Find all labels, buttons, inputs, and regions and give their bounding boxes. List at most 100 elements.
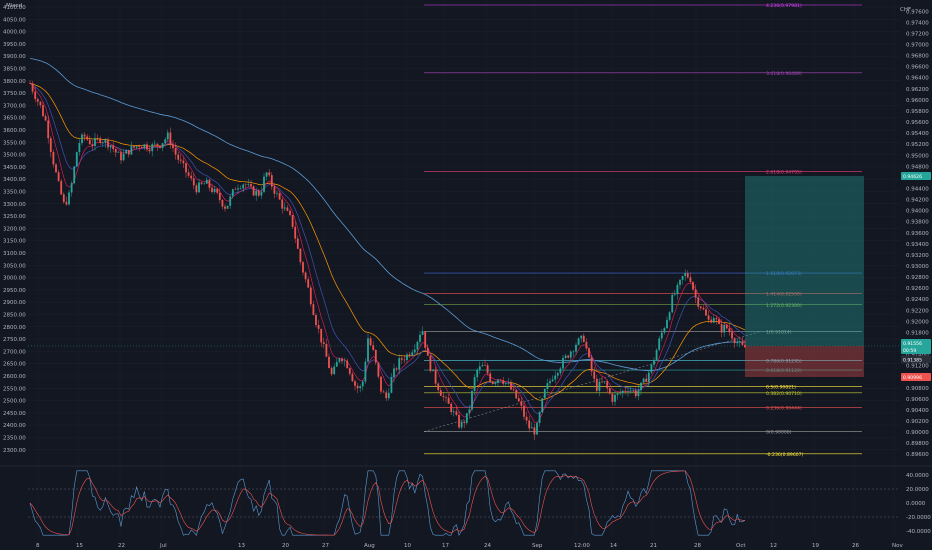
time-axis-tick: 15 (76, 543, 83, 549)
candle-body (372, 345, 375, 350)
time-axis-tick: Oct (736, 543, 746, 549)
right-axis-tick: 0.90400 (906, 408, 929, 414)
candle-body (575, 344, 577, 352)
candle-body (75, 152, 78, 167)
candle-body (668, 312, 671, 320)
candle-body (624, 390, 627, 392)
price-tag-bg (901, 338, 931, 347)
left-axis-tick: 2500.00 (3, 399, 26, 405)
oscillator-tick: -40.0000 (906, 529, 931, 535)
candle-body (689, 277, 692, 283)
candle-body (229, 196, 232, 206)
candle-body (112, 145, 115, 150)
candle-body (39, 101, 42, 106)
candle-body (588, 348, 590, 358)
time-axis-tick: 28 (694, 543, 701, 549)
candle-body (218, 192, 221, 201)
candle-body (647, 372, 650, 382)
candle-body (289, 210, 291, 215)
candle-body (523, 405, 525, 417)
right-axis-tick: 0.92600 (906, 286, 929, 292)
long-position-tool[interactable] (745, 175, 864, 377)
right-axis-tick: 0.96800 (906, 54, 929, 60)
candle-body (216, 188, 219, 193)
left-axis-tick: 3400.00 (3, 177, 26, 183)
left-axis-tick: 3450.00 (3, 165, 26, 171)
candle-body (494, 382, 497, 384)
candle-body (551, 379, 554, 382)
candle-body (52, 151, 55, 165)
candle-body (234, 189, 237, 190)
right-axis-tick: 0.96200 (906, 87, 929, 93)
right-axis-tick: 0.89800 (906, 441, 929, 447)
stop-zone (745, 345, 864, 377)
candle-body (296, 238, 299, 249)
candle-body (367, 338, 369, 362)
time-axis-tick: Jul (159, 543, 167, 549)
candle-body (593, 371, 596, 379)
candle-body (278, 193, 281, 200)
candle-body (377, 362, 380, 377)
candle-body (231, 189, 234, 197)
oscillator-tick: 20.0000 (906, 487, 929, 493)
candle-body (172, 145, 174, 149)
candle-body (744, 344, 746, 348)
candle-body (686, 273, 689, 278)
time-axis-tick: 22 (118, 543, 125, 549)
left-axis-tick: 2800.00 (3, 325, 26, 331)
candle-body (78, 143, 81, 153)
time-axis-tick: 10 (404, 543, 411, 549)
candle-body (468, 409, 471, 414)
right-axis-tick: 0.93800 (906, 220, 929, 226)
candle-body (424, 331, 427, 348)
candle-body (109, 145, 112, 148)
candle-body (702, 308, 705, 310)
candle-body (73, 166, 76, 184)
candle-body (666, 319, 668, 329)
candle-body (182, 160, 185, 164)
candle-body (458, 414, 460, 428)
time-axis-tick: Nov (892, 543, 903, 549)
time-axis-tick: 20 (282, 543, 289, 549)
candle-body (546, 383, 549, 390)
candle-body (720, 324, 723, 333)
candle-body (569, 351, 572, 358)
candle-body (731, 332, 733, 339)
right-price-axis[interactable]: 0.97600 0.97400 0.97200 0.97000 0.96800 0.966… (901, 9, 931, 458)
candle-body (120, 152, 122, 161)
candle-body (471, 391, 473, 410)
time-axis-tick: 17 (442, 543, 449, 549)
right-axis-tick: 0.92800 (906, 275, 929, 281)
candle-body (484, 365, 486, 366)
candle-body (81, 134, 83, 144)
candle-body (538, 412, 541, 423)
candle-body (307, 279, 310, 288)
candle-body (143, 144, 146, 148)
candle-body (512, 389, 515, 391)
candle-body (315, 314, 317, 326)
candle-body (595, 378, 598, 391)
fibonacci-extension[interactable]: 4.236(0.97981) 3.618(0.96489) 2.618(0.9470… (423, 3, 862, 458)
candle-body (642, 378, 645, 383)
candle-body (634, 390, 637, 397)
candle-body (252, 186, 255, 196)
left-axis-tick: 3350.00 (3, 190, 26, 196)
left-axis-tick: 3550.00 (3, 140, 26, 146)
candle-body (434, 369, 437, 384)
fib-level-label: 0.236(0.90444) (766, 406, 802, 412)
candle-body (559, 368, 562, 374)
candle-body (226, 205, 229, 209)
time-axis[interactable]: 8 15 22 Jul 13 20 27 Aug 10 17 24 Sep 12:00 14 21 28 Oct… (36, 543, 903, 549)
left-price-axis[interactable]: 4100.00 4050.00 4000.00 3950.00 3900.00 3850.… (3, 5, 26, 454)
candle-body (99, 138, 102, 143)
candle-body (159, 146, 161, 148)
candle-body (174, 148, 177, 155)
left-axis-tick: 3200.00 (3, 226, 26, 232)
candle-body (117, 152, 120, 153)
candle-body (715, 318, 718, 320)
left-axis-tick: 2950.00 (3, 288, 26, 294)
candle-body (608, 388, 611, 394)
candle-body (507, 383, 510, 384)
candle-body (335, 361, 338, 367)
